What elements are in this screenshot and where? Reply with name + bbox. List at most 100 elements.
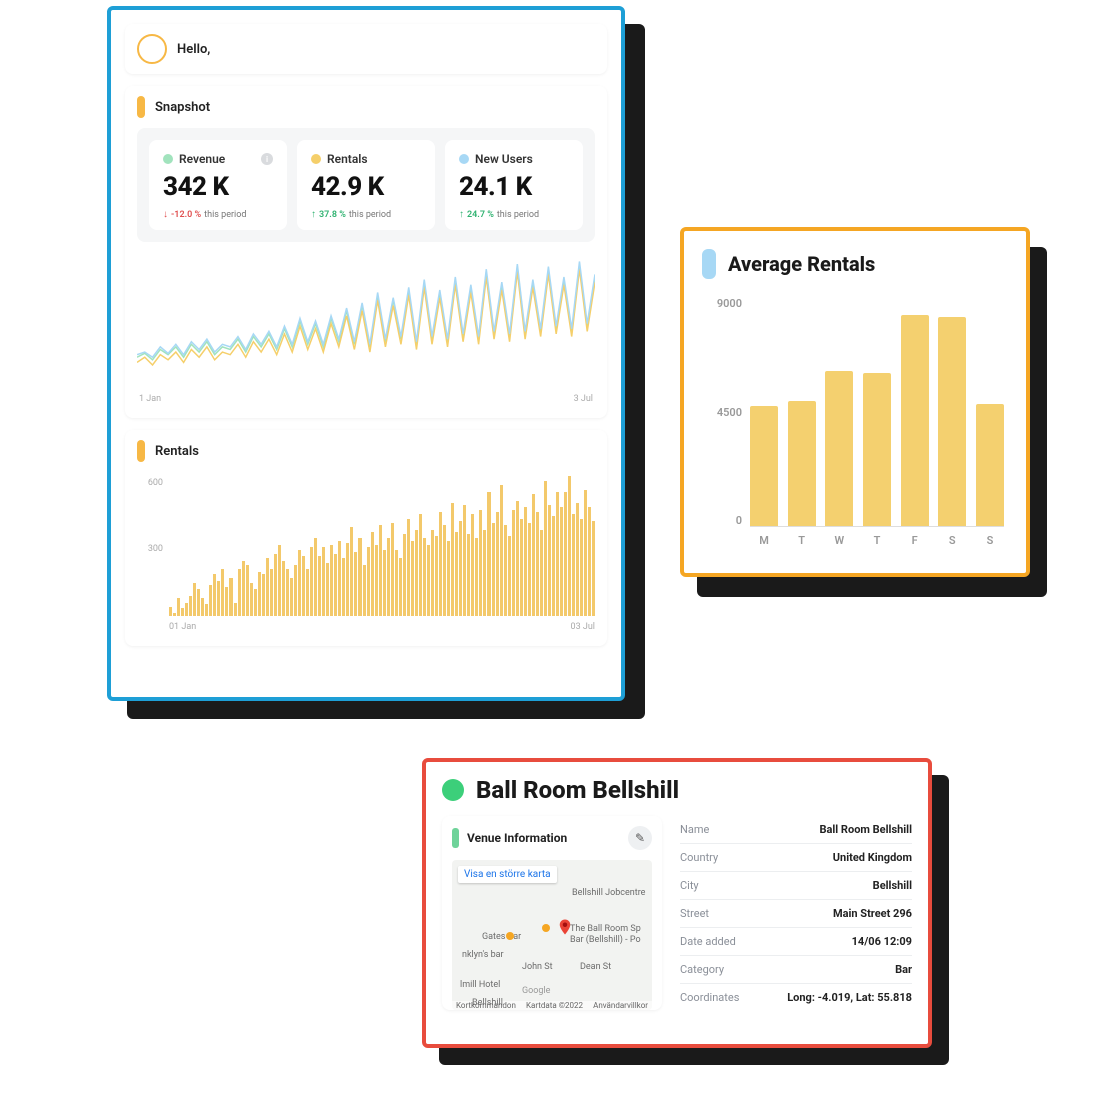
rentals-bar [250, 583, 253, 616]
rentals-bar [338, 541, 341, 616]
avg-title: Average Rentals [728, 252, 875, 276]
map-enlarge-link[interactable]: Visa en större karta [458, 866, 557, 883]
detail-value: United Kingdom [833, 851, 912, 864]
rentals-bar [298, 550, 301, 616]
rentals-bar [564, 492, 567, 616]
rentals-bar [399, 558, 402, 616]
rentals-bar [367, 547, 370, 616]
stat-label: Rentals [327, 152, 368, 166]
avg-ytick: 9000 [702, 297, 742, 310]
rentals-bar [383, 550, 386, 616]
detail-key: Coordinates [680, 991, 739, 1004]
rentals-bar [246, 565, 249, 616]
rentals-bar [306, 569, 309, 616]
detail-row: Coordinates Long: -4.019, Lat: 55.818 [680, 984, 912, 1011]
rentals-bar [572, 514, 575, 616]
rentals-bar [483, 530, 486, 616]
rentals-header: Rentals [137, 440, 595, 462]
rentals-bar [544, 481, 547, 616]
venue-header: Ball Room Bellshill [442, 776, 912, 804]
detail-value: Long: -4.019, Lat: 55.818 [787, 991, 912, 1004]
avg-ylabels: 900045000 [702, 297, 742, 527]
detail-key: Country [680, 851, 718, 864]
detail-key: Category [680, 963, 724, 976]
stat-delta-pct: -12.0 % [171, 210, 201, 220]
rentals-bar [314, 538, 317, 616]
avg-bar [750, 406, 778, 526]
rentals-bar [588, 507, 591, 616]
venue-map[interactable]: Visa en större karta Google Kortkommando… [452, 860, 652, 1010]
trend-chart [137, 256, 595, 386]
rentals-bar [262, 574, 265, 616]
avg-xlabels: MTWTFSS [750, 534, 1004, 547]
map-label: nklyn's bar [462, 950, 504, 960]
rentals-bar [350, 527, 353, 616]
ytick: 600 [148, 478, 163, 488]
map-label: Bellshill [472, 998, 503, 1008]
rentals-bar [205, 604, 208, 616]
avg-bar [863, 373, 891, 526]
rentals-bar [492, 523, 495, 616]
rentals-bar [358, 538, 361, 616]
rentals-bar [221, 569, 224, 616]
rentals-bar [197, 589, 200, 616]
stat-dot [163, 154, 173, 164]
rentals-bar [286, 569, 289, 616]
rentals-bar [270, 569, 273, 616]
rentals-bar [427, 545, 430, 616]
detail-value: Bellshill [873, 879, 912, 892]
info-icon[interactable]: i [261, 153, 273, 165]
rentals-bar [487, 492, 490, 616]
map-attr-right[interactable]: Användarvillkor [593, 1001, 648, 1010]
avg-bar [901, 315, 929, 526]
rentals-bar [439, 512, 442, 616]
detail-value: 14/06 12:09 [852, 935, 912, 948]
map-label: Bellshill Jobcentre [572, 888, 645, 898]
edit-button[interactable]: ✎ [628, 826, 652, 850]
rentals-bar [496, 512, 499, 616]
detail-value: Main Street 296 [833, 907, 912, 920]
map-label: Dean St [580, 962, 611, 972]
avg-xlabel: T [788, 534, 816, 547]
rentals-bar [516, 501, 519, 616]
map-label: Gates Bar [482, 932, 521, 942]
rentals-bar [177, 598, 180, 616]
rentals-bar [568, 476, 571, 616]
stat-top: Revenuei [163, 152, 273, 166]
rentals-bar [278, 545, 281, 616]
stat-delta-suffix: this period [349, 210, 391, 220]
rentals-bar [169, 607, 172, 616]
greeting-text: Hello, [177, 42, 210, 57]
trend-x-end: 3 Jul [574, 394, 593, 404]
map-poi-icon [542, 924, 550, 932]
stat-delta: ↓-12.0 %this period [163, 210, 273, 220]
stat-value: 342 K [163, 172, 273, 202]
detail-row: Date added14/06 12:09 [680, 928, 912, 956]
arrow-up-icon: ↑ [459, 210, 464, 220]
avg-chart: 900045000 MTWTFSS [702, 297, 1008, 547]
venue-info-pill [452, 828, 459, 848]
venue-info-header: Venue Information ✎ [452, 826, 652, 850]
venue-info-card: Venue Information ✎ Visa en större karta… [442, 816, 662, 1010]
detail-row: CityBellshill [680, 872, 912, 900]
rentals-bar [584, 490, 587, 616]
dashboard-panel: Hello, Snapshot Revenuei342 K↓-12.0 %thi… [107, 6, 625, 701]
rentals-bar [552, 516, 555, 616]
rentals-bar [173, 613, 176, 616]
trend-series [137, 269, 595, 365]
rentals-bar [334, 554, 337, 616]
avatar-ring [137, 34, 167, 64]
avg-xlabel: T [863, 534, 891, 547]
google-logo: Google [522, 986, 550, 996]
rentals-bar [391, 523, 394, 616]
rentals-bar [479, 510, 482, 616]
rentals-bar [548, 505, 551, 616]
stat-top: Rentals [311, 152, 421, 166]
rentals-bar [209, 585, 212, 616]
avg-xlabel: F [901, 534, 929, 547]
rentals-bar [520, 519, 523, 616]
rentals-bar [403, 534, 406, 616]
rentals-bar [302, 556, 305, 616]
rentals-bar [431, 530, 434, 616]
rentals-bar [528, 523, 531, 616]
